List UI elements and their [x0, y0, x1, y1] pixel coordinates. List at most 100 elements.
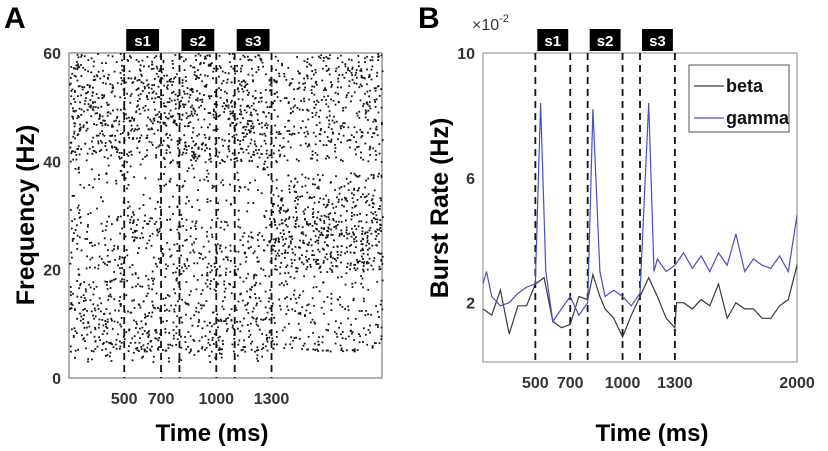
burst-dot: [354, 174, 357, 177]
burst-dot: [309, 223, 312, 225]
burst-dot: [345, 272, 348, 275]
burst-dot: [93, 287, 96, 290]
burst-dot: [308, 241, 310, 244]
burst-dot: [258, 149, 260, 151]
y-axis-label-b: Burst Rate (Hz): [426, 118, 454, 299]
burst-dot: [92, 65, 95, 68]
burst-dot: [162, 156, 165, 159]
stimulus-label: s2: [190, 33, 207, 50]
burst-dot: [294, 223, 297, 225]
burst-dot: [91, 358, 93, 361]
burst-dot: [176, 250, 179, 252]
burst-dot: [286, 130, 289, 132]
burst-dot: [127, 214, 129, 217]
burst-dot: [295, 207, 297, 210]
burst-dot: [221, 160, 224, 162]
burst-dot: [305, 268, 308, 271]
burst-dot: [198, 252, 201, 254]
burst-dot: [116, 219, 119, 222]
burst-dot: [296, 56, 298, 58]
burst-dot: [262, 167, 265, 169]
burst-dot: [134, 128, 137, 130]
burst-dot: [367, 248, 369, 251]
burst-dot: [149, 118, 151, 121]
burst-dot: [325, 103, 328, 106]
burst-dot: [188, 294, 191, 296]
burst-dot: [92, 106, 95, 108]
burst-dot: [185, 152, 188, 154]
burst-dot: [84, 68, 87, 71]
burst-dot: [217, 319, 220, 322]
burst-dot: [165, 183, 167, 186]
burst-dot: [250, 59, 253, 62]
burst-dot: [170, 99, 173, 102]
burst-dot: [318, 133, 321, 135]
burst-dot: [264, 134, 267, 137]
y-axis-label-a: Frequency (Hz): [12, 125, 40, 306]
burst-dot: [141, 333, 144, 335]
burst-dot: [144, 155, 147, 158]
burst-dot: [186, 125, 189, 128]
burst-dot: [220, 220, 223, 223]
burst-dot: [259, 282, 262, 285]
burst-dot: [97, 70, 100, 73]
burst-dot: [138, 108, 141, 111]
burst-dot: [94, 106, 97, 108]
burst-dot: [73, 132, 76, 135]
burst-dot: [353, 193, 355, 196]
burst-dot: [182, 244, 184, 247]
burst-dot: [98, 297, 101, 300]
burst-dot: [97, 53, 99, 55]
burst-dot: [72, 336, 75, 338]
burst-dot: [242, 54, 245, 57]
burst-dot: [205, 85, 207, 88]
burst-dot: [335, 67, 338, 70]
burst-dot: [307, 133, 309, 135]
burst-dot: [212, 113, 215, 116]
burst-dot: [141, 356, 143, 359]
burst-dot: [158, 346, 160, 348]
burst-dot: [240, 70, 242, 73]
burst-dot: [228, 313, 231, 316]
burst-dot: [113, 320, 116, 323]
burst-dot: [322, 203, 325, 206]
burst-dot: [243, 186, 246, 188]
burst-dot: [238, 190, 240, 192]
burst-dot: [73, 74, 76, 77]
burst-dot: [364, 232, 366, 235]
burst-dot: [181, 153, 184, 156]
burst-dot: [241, 148, 244, 150]
burst-dot: [100, 258, 103, 260]
burst-dot: [315, 263, 318, 265]
burst-dot: [289, 275, 292, 278]
burst-dot: [239, 226, 242, 229]
burst-dot: [364, 61, 366, 64]
burst-dot: [380, 123, 383, 126]
burst-dot: [357, 225, 360, 228]
burst-dot: [226, 330, 228, 332]
burst-dot: [70, 227, 73, 230]
burst-dot: [209, 157, 212, 160]
burst-dot: [332, 99, 335, 102]
burst-dot: [204, 55, 206, 58]
burst-dot: [72, 334, 75, 337]
burst-dot: [117, 309, 120, 312]
burst-dot: [100, 310, 102, 313]
burst-dot: [362, 268, 364, 271]
burst-dot: [320, 99, 323, 101]
burst-dot: [170, 116, 173, 118]
burst-dot: [380, 230, 382, 232]
burst-dot: [376, 75, 378, 78]
burst-dot: [93, 75, 96, 78]
burst-dot: [187, 331, 190, 333]
burst-dot: [107, 164, 110, 167]
burst-dot: [128, 266, 131, 269]
burst-dot: [158, 116, 161, 118]
burst-dot: [332, 257, 334, 260]
burst-dot: [275, 136, 277, 139]
burst-dot: [353, 213, 356, 216]
burst-dot: [183, 92, 186, 95]
burst-dot: [239, 140, 242, 142]
burst-dot: [153, 101, 155, 104]
burst-dot: [146, 346, 149, 349]
